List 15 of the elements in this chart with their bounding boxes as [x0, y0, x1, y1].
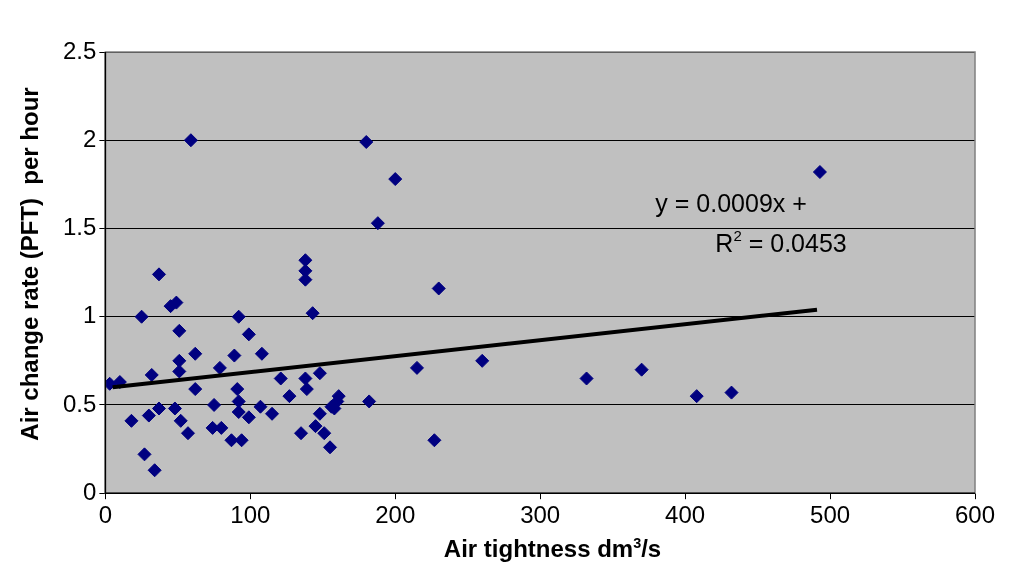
y-axis-title: Air change rate (PFT) per hour — [16, 86, 44, 443]
y-tick-label: 0 — [83, 477, 97, 505]
y-tick-label: 2.5 — [62, 36, 97, 64]
x-tick-label: 100 — [230, 501, 271, 529]
annotation: y = 0.0009x + — [655, 189, 807, 217]
y-tick-label: 2 — [83, 124, 97, 152]
y-tick-label: 0.5 — [62, 389, 97, 417]
y-tick-label: 1 — [83, 301, 97, 329]
x-tick-label: 200 — [375, 501, 416, 529]
x-tick-label: 400 — [665, 501, 706, 529]
y-tick-label: 1.5 — [62, 213, 97, 241]
x-tick-label: 300 — [520, 501, 561, 529]
x-axis-title: Air tightness dm$^{3}$/s — [442, 535, 663, 563]
x-tick-label: 600 — [954, 501, 996, 529]
x-tick-label: 500 — [810, 501, 851, 529]
